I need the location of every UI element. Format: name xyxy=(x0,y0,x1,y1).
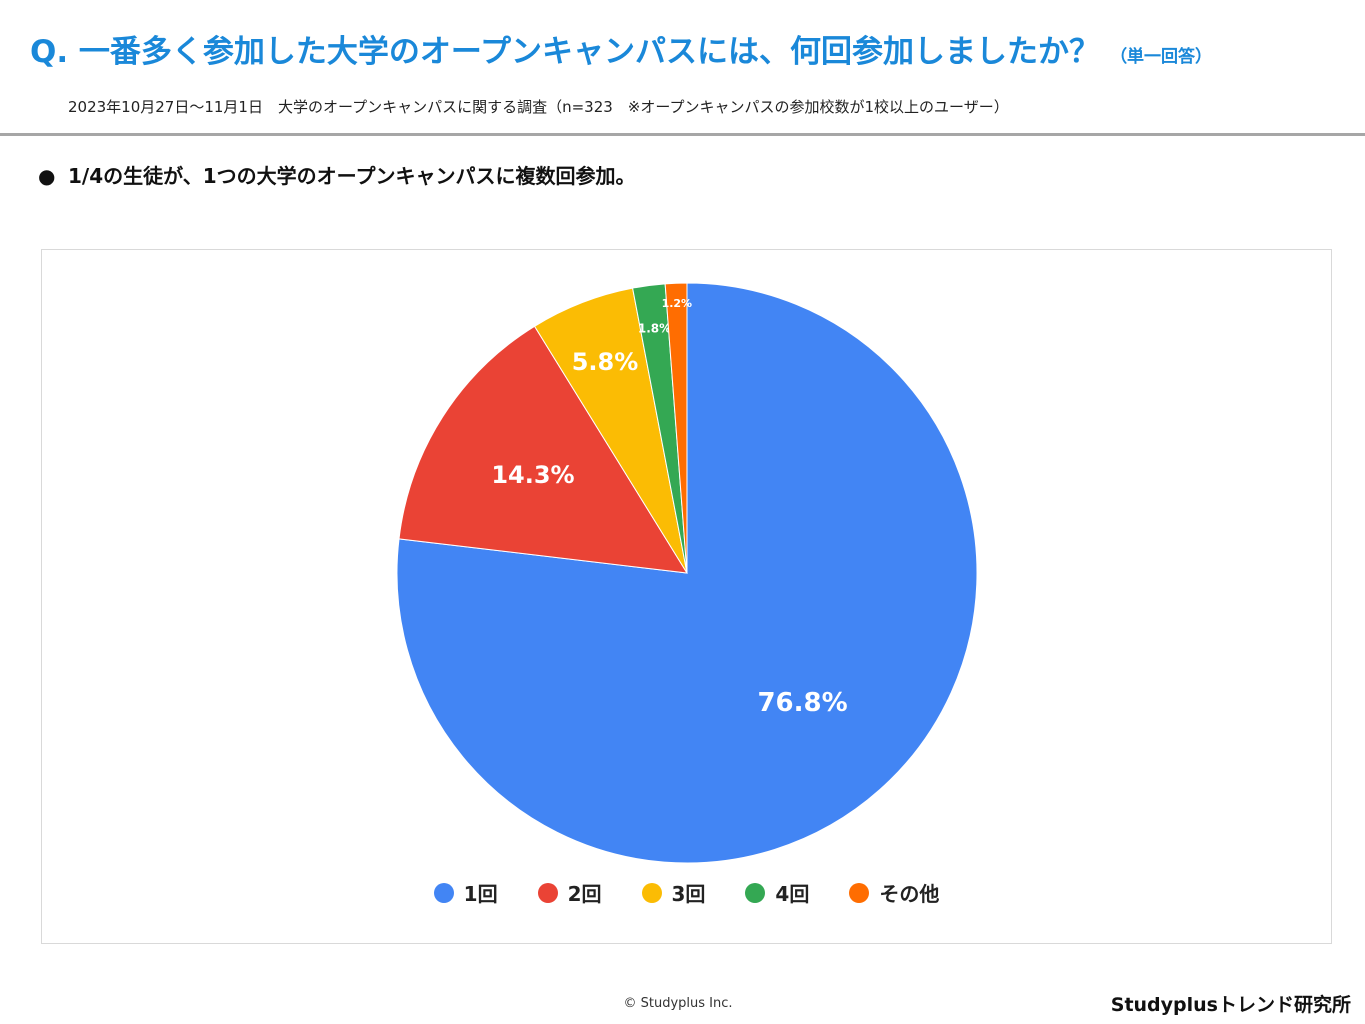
legend-item: 2回 xyxy=(537,878,602,907)
header-divider xyxy=(0,133,1365,136)
question-note: （単一回答） xyxy=(1110,47,1213,67)
legend-label: 4回 xyxy=(775,882,810,906)
slice-label: 1.2% xyxy=(662,297,693,310)
pie-slice xyxy=(398,325,688,574)
legend-swatch xyxy=(641,882,662,903)
bullet-icon: ● xyxy=(38,164,56,188)
slice-label: 14.3% xyxy=(491,461,574,489)
pie-slice xyxy=(664,282,688,574)
legend-label: 2回 xyxy=(567,882,602,906)
brand-logo: Studyplusトレンド研究所 xyxy=(1110,994,1351,1016)
chart-legend: 1回 2回 3回 4回 その他 xyxy=(42,878,1331,907)
summary-line: ● 1/4の生徒が、1つの大学のオープンキャンパスに複数回参加。 xyxy=(38,160,635,189)
summary-text: 1/4の生徒が、1つの大学のオープンキャンパスに複数回参加。 xyxy=(68,164,636,188)
question-title: Q. 一番多く参加した大学のオープンキャンパスには、何回参加しましたか？ （単一回… xyxy=(30,26,1212,71)
legend-swatch xyxy=(537,882,558,903)
header: Q. 一番多く参加した大学のオープンキャンパスには、何回参加しましたか？ （単一回… xyxy=(0,0,1365,134)
legend-label: その他 xyxy=(879,882,940,906)
legend-label: 3回 xyxy=(671,882,706,906)
slice-label: 1.8% xyxy=(638,322,671,336)
legend-item: 3回 xyxy=(641,878,706,907)
survey-info: 2023年10月27日～11月1日 大学のオープンキャンパスに関する調査（n=3… xyxy=(68,98,1009,116)
legend-item: 4回 xyxy=(745,878,809,907)
legend-swatch xyxy=(433,882,454,903)
slice-label: 5.8% xyxy=(572,348,639,376)
legend-label: 1回 xyxy=(463,882,498,906)
pie-chart: 76.8% 14.3% 5.8% 1.8% 1.2% xyxy=(396,282,978,864)
legend-item: その他 xyxy=(849,878,939,907)
copyright: © Studyplus Inc. xyxy=(623,996,733,1011)
slice-label: 76.8% xyxy=(757,688,847,718)
chart-frame: 76.8% 14.3% 5.8% 1.8% 1.2% 1回 2回 3回 4回 その他 xyxy=(41,249,1332,944)
legend-swatch xyxy=(745,882,766,903)
question-text: Q. 一番多く参加した大学のオープンキャンパスには、何回参加しましたか？ xyxy=(30,34,1101,70)
legend-swatch xyxy=(849,882,870,903)
legend-item: 1回 xyxy=(433,878,498,907)
